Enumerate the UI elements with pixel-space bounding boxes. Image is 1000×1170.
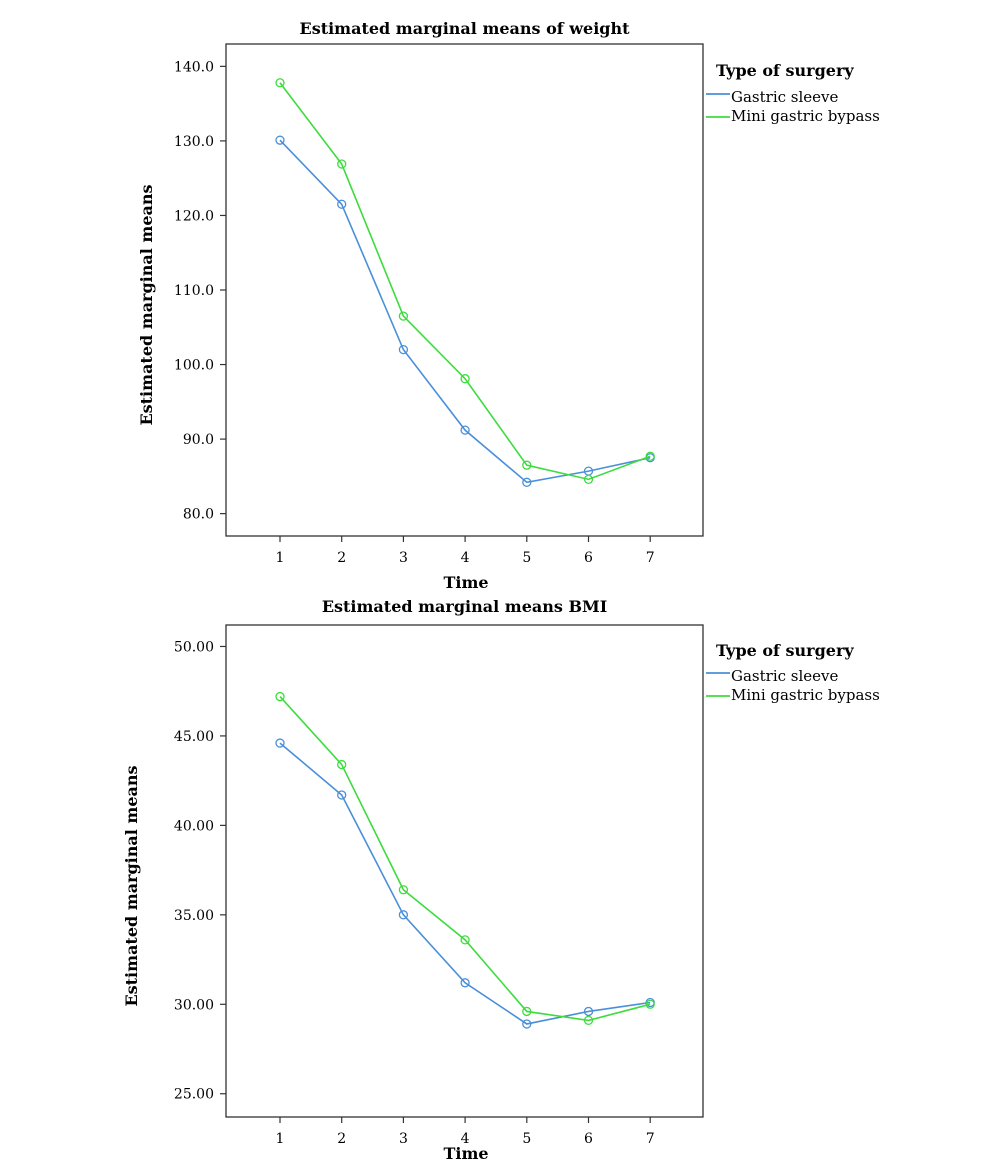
data-point xyxy=(275,738,285,748)
plot-frame xyxy=(225,624,704,1118)
x-tick-label: 1 xyxy=(276,1131,285,1147)
y-axis-label: Estimated marginal means xyxy=(122,765,141,1006)
data-point xyxy=(460,374,470,384)
x-tick-label: 4 xyxy=(461,1131,470,1147)
data-point xyxy=(398,344,409,355)
y-tick-label: 30.00 xyxy=(174,997,214,1013)
data-point xyxy=(275,691,285,702)
chart-title: Estimated marginal means of weight xyxy=(300,19,631,38)
legend-entry: Mini gastric bypass xyxy=(731,107,880,125)
y-tick-label: 25.00 xyxy=(174,1087,214,1103)
y-tick-label: 45.00 xyxy=(174,729,214,745)
data-point xyxy=(337,790,347,800)
data-point xyxy=(522,1006,532,1017)
data-point xyxy=(275,78,285,88)
data-point xyxy=(337,199,347,209)
data-point xyxy=(522,460,532,470)
y-tick-label: 90.0 xyxy=(183,432,214,448)
x-axis-label: Time xyxy=(443,1144,488,1163)
series-line-gastric-sleeve xyxy=(279,742,651,1025)
data-point xyxy=(398,311,409,321)
legend-title: Type of surgery xyxy=(716,61,854,80)
data-point xyxy=(337,759,347,770)
x-tick-label: 3 xyxy=(399,1131,408,1147)
data-point xyxy=(460,978,470,988)
x-tick-label: 6 xyxy=(584,550,593,566)
data-point xyxy=(645,999,655,1009)
data-point xyxy=(398,885,409,895)
data-point xyxy=(460,935,470,945)
x-tick-label: 5 xyxy=(522,1131,531,1147)
series-line-mini-gastric-bypass xyxy=(279,696,651,1022)
x-tick-label: 4 xyxy=(461,550,470,566)
y-tick-label: 80.0 xyxy=(183,507,214,523)
legend-entry: Gastric sleeve xyxy=(731,88,839,106)
data-point xyxy=(583,1006,594,1017)
x-tick-label: 7 xyxy=(646,1131,655,1147)
legend-entry: Mini gastric bypass xyxy=(731,686,880,704)
y-tick-label: 120.0 xyxy=(174,208,214,224)
legend-entry: Gastric sleeve xyxy=(731,667,839,685)
x-tick-label: 2 xyxy=(337,1131,346,1147)
data-point xyxy=(583,474,594,484)
data-point xyxy=(522,1019,532,1029)
y-tick-label: 40.00 xyxy=(174,818,214,834)
chart-title: Estimated marginal means BMI xyxy=(322,597,607,616)
data-point xyxy=(398,910,409,920)
chart-panel-2: Estimated marginal means BMI25.0030.0035… xyxy=(122,597,880,1163)
series-line-mini-gastric-bypass xyxy=(279,82,651,481)
y-tick-label: 110.0 xyxy=(174,283,214,299)
y-tick-label: 50.00 xyxy=(174,639,214,655)
data-point xyxy=(645,451,655,461)
data-point xyxy=(583,1015,594,1026)
data-point xyxy=(522,477,532,487)
y-tick-label: 35.00 xyxy=(174,908,214,924)
legend-title: Type of surgery xyxy=(716,641,854,660)
data-point xyxy=(337,159,347,169)
y-tick-label: 100.0 xyxy=(174,358,214,374)
x-tick-label: 6 xyxy=(584,1131,593,1147)
y-tick-label: 140.0 xyxy=(174,59,214,75)
y-tick-label: 130.0 xyxy=(174,134,214,150)
data-point xyxy=(460,425,470,435)
data-point xyxy=(275,135,285,145)
series-line-gastric-sleeve xyxy=(279,139,651,484)
x-tick-label: 1 xyxy=(276,550,285,566)
x-tick-label: 5 xyxy=(522,550,531,566)
y-axis-label: Estimated marginal means xyxy=(137,184,156,425)
x-axis-label: Time xyxy=(443,573,488,592)
x-tick-label: 7 xyxy=(646,550,655,566)
x-tick-label: 2 xyxy=(337,550,346,566)
x-tick-label: 3 xyxy=(399,550,408,566)
chart-panel-1: Estimated marginal means of weight 80.0 90… xyxy=(137,19,880,592)
